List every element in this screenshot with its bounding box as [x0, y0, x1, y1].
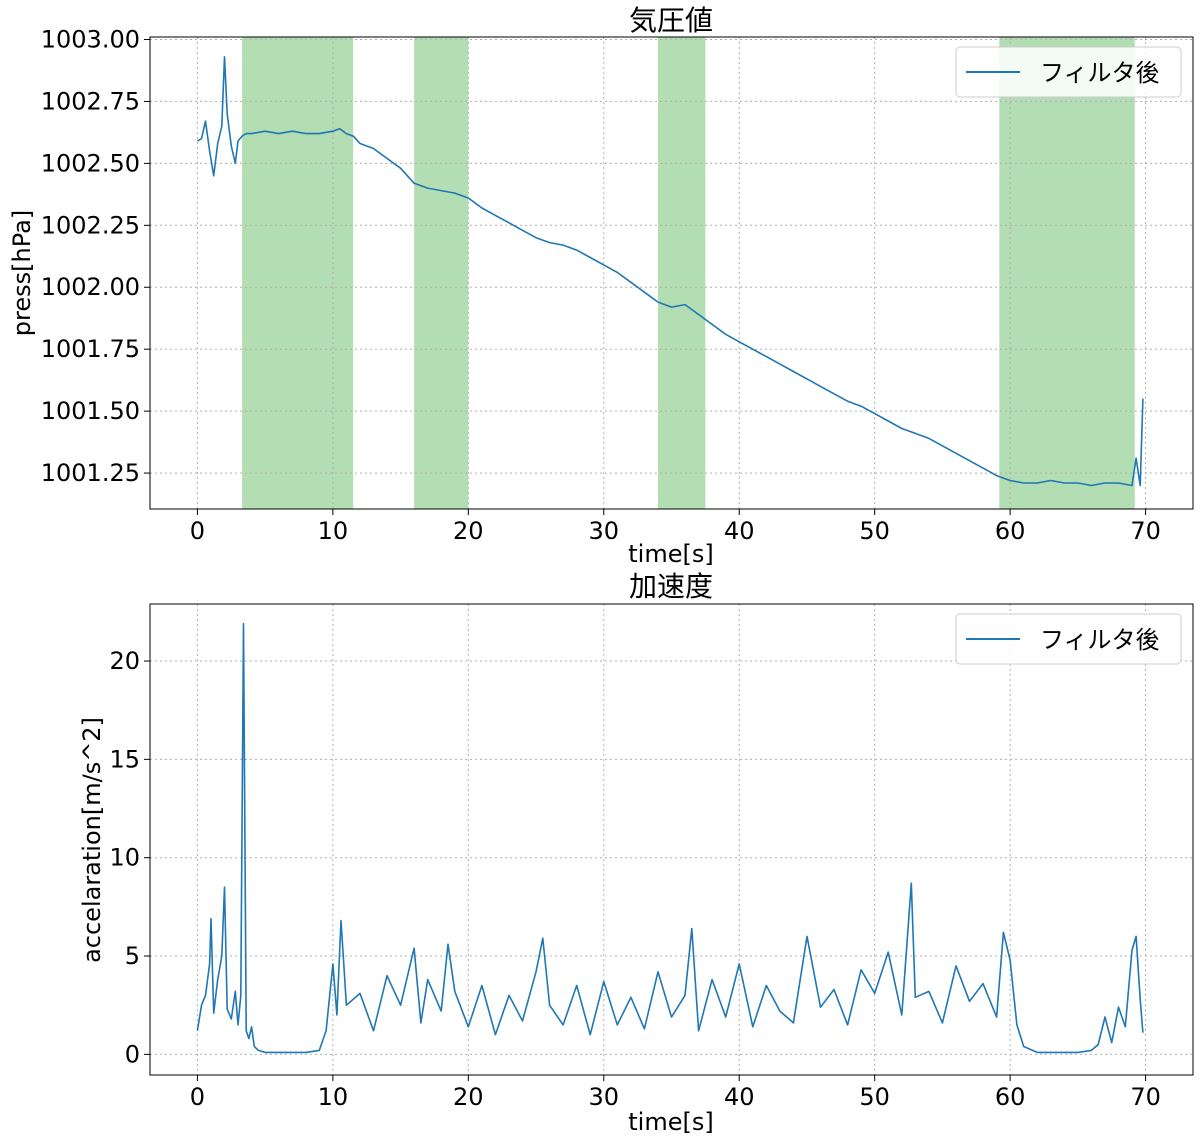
acceleration-x-tick-label: 40 [724, 1083, 755, 1111]
acceleration-y-tick-label: 20 [109, 647, 140, 675]
acceleration-y-tick-label: 10 [109, 844, 140, 872]
pressure-legend-label: フィルタ後 [1040, 59, 1160, 87]
pressure-chart-title: 気圧値 [629, 4, 713, 37]
acceleration-y-ticks: 0 5 10 15 20 [109, 647, 150, 1068]
acceleration-y-axis-label: accelaration[m/s^2] [78, 717, 106, 963]
pressure-series-line [196, 55, 1144, 487]
pressure-y-axis-label: press[hPa] [8, 210, 36, 336]
acceleration-series-0-line [196, 622, 1144, 1054]
pressure-x-tick-label: 40 [724, 517, 755, 545]
pressure-y-tick-label: 1001.50 [41, 397, 140, 425]
pressure-x-tick-label: 0 [190, 517, 205, 545]
acceleration-x-tick-label: 60 [995, 1083, 1026, 1111]
pressure-y-tick-label: 1002.50 [41, 149, 140, 177]
pressure-y-tick-label: 1002.75 [41, 87, 140, 115]
acceleration-y-tick-label: 5 [125, 942, 140, 970]
pressure-grid [150, 37, 1193, 509]
pressure-shaded-span-0 [242, 37, 354, 509]
pressure-x-tick-label: 20 [453, 517, 484, 545]
pressure-legend: フィルタ後 [955, 46, 1182, 98]
pressure-shaded-span-1 [414, 37, 469, 509]
pressure-y-tick-label: 1001.75 [41, 335, 140, 363]
acceleration-x-tick-label: 50 [859, 1083, 890, 1111]
acceleration-x-tick-label: 20 [453, 1083, 484, 1111]
acceleration-series-line [196, 622, 1144, 1054]
pressure-y-ticks: 1001.25 1001.50 1001.75 1002.00 1002.25 1002.… [41, 25, 150, 487]
acceleration-x-tick-label: 30 [588, 1083, 619, 1111]
pressure-x-axis-label: time[s] [628, 540, 713, 568]
acceleration-x-axis-label: time[s] [628, 1108, 713, 1136]
pressure-x-tick-label: 10 [318, 517, 349, 545]
pressure-y-tick-label: 1003.00 [41, 25, 140, 53]
pressure-x-tick-label: 30 [588, 517, 619, 545]
acceleration-legend-label: フィルタ後 [1040, 626, 1160, 654]
pressure-shaded-span-2 [657, 37, 706, 509]
acceleration-chart-title: 加速度 [629, 570, 713, 603]
pressure-legend-box [955, 46, 1182, 98]
pressure-shaded-spans [242, 37, 1135, 509]
acceleration-y-tick-label: 0 [125, 1040, 140, 1068]
acceleration-x-tick-label: 10 [318, 1083, 349, 1111]
pressure-x-ticks: 0 10 20 30 40 50 60 70 [190, 509, 1161, 545]
acceleration-x-tick-label: 70 [1130, 1083, 1161, 1111]
acceleration-plot-frame [149, 603, 1194, 1076]
pressure-x-tick-label: 60 [995, 517, 1026, 545]
pressure-y-tick-label: 1001.25 [41, 459, 140, 487]
acceleration-x-ticks: 0 10 20 30 40 50 60 70 [190, 1075, 1161, 1111]
pressure-y-tick-label: 1002.00 [41, 273, 140, 301]
pressure-x-tick-label: 70 [1130, 517, 1161, 545]
pressure-y-tick-label: 1002.25 [41, 211, 140, 239]
pressure-plot-frame [149, 36, 1194, 510]
acceleration-legend-box [955, 613, 1182, 665]
acceleration-y-tick-label: 15 [109, 745, 140, 773]
acceleration-legend: フィルタ後 [955, 613, 1182, 665]
acceleration-x-tick-label: 0 [190, 1083, 205, 1111]
acceleration-chart: 加速度 0 10 20 30 40 50 60 70 0 5 10 15 20 time[s] acc… [78, 570, 1194, 1136]
acceleration-grid [150, 604, 1193, 1075]
pressure-series-0-line [196, 55, 1144, 487]
pressure-chart: 気圧値 0 10 20 30 40 50 60 70 1001.25 1001.50 1001.7… [8, 4, 1194, 568]
pressure-x-tick-label: 50 [859, 517, 890, 545]
pressure-shaded-span-3 [999, 37, 1135, 509]
